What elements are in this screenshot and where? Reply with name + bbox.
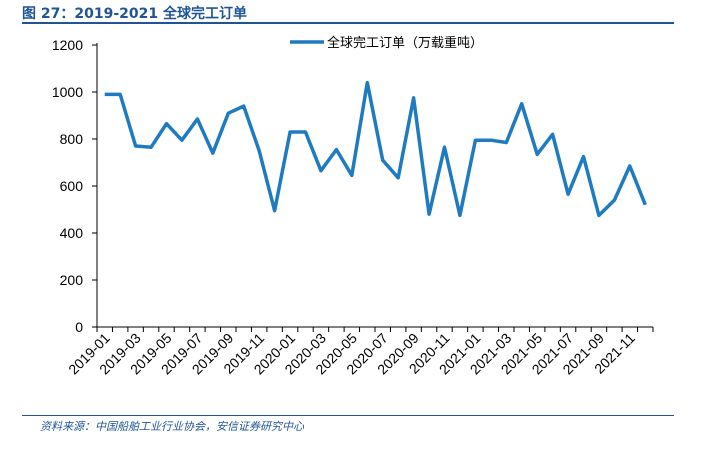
y-tick-label: 1200 xyxy=(52,37,83,53)
bottom-rule xyxy=(22,415,674,416)
y-tick-label: 800 xyxy=(60,131,84,147)
x-axis-ticks: 2019-012019-032019-052019-072019-092019-… xyxy=(65,327,654,377)
chart: 0 200 400 600 800 1000 1200 2019-012019-032019… xyxy=(52,35,654,377)
y-tick-label: 400 xyxy=(60,225,84,241)
y-tick-label: 200 xyxy=(60,272,84,288)
y-axis-ticks: 0 200 400 600 800 1000 1200 xyxy=(52,37,97,335)
series-line xyxy=(104,80,647,218)
legend: 全球完工订单（万载重吨） xyxy=(290,35,483,51)
y-tick-label: 600 xyxy=(60,178,84,194)
y-tick-label: 1000 xyxy=(52,84,83,100)
series-group xyxy=(104,80,647,218)
title-rule xyxy=(22,22,674,24)
y-tick-label: 0 xyxy=(75,319,83,335)
legend-label: 全球完工订单（万载重吨） xyxy=(327,35,483,51)
axes xyxy=(96,43,653,328)
source-note: 资料来源：中国船舶工业行业协会，安信证券研究中心 xyxy=(40,420,304,433)
figure-title: 图 27：2019-2021 全球完工订单 xyxy=(22,6,247,22)
